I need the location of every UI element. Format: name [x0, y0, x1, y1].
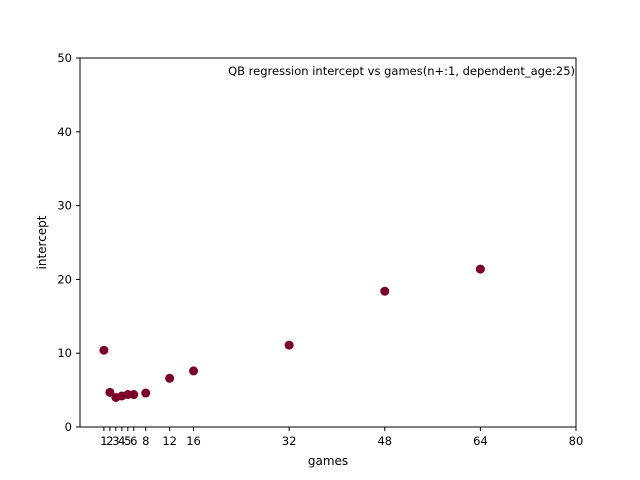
- chart-title: QB regression intercept vs games(n+:1, d…: [228, 64, 575, 78]
- x-tick-label: 32: [282, 434, 297, 448]
- data-point: [475, 264, 485, 274]
- data-point: [141, 388, 151, 398]
- x-tick-label: 5: [124, 434, 131, 448]
- x-axis-label: games: [308, 454, 348, 468]
- y-tick-label: 20: [57, 272, 72, 286]
- x-tick-label: 80: [569, 434, 584, 448]
- data-points: [99, 264, 485, 402]
- data-point: [165, 373, 175, 383]
- plot-area: [79, 57, 577, 428]
- y-axis: 0 10 20 30 40 50: [57, 51, 80, 434]
- y-axis-label: intercept: [35, 215, 49, 269]
- x-tick-label: 6: [130, 434, 137, 448]
- y-tick-label: 30: [57, 199, 72, 213]
- data-point: [189, 366, 199, 376]
- data-point: [380, 286, 390, 296]
- x-tick-label: 2: [106, 434, 113, 448]
- x-tick-label: 8: [142, 434, 149, 448]
- y-tick-label: 50: [57, 51, 72, 65]
- x-tick-label: 3: [112, 434, 119, 448]
- x-tick-label: 16: [186, 434, 201, 448]
- y-tick-label: 10: [57, 346, 72, 360]
- x-tick-label: 48: [377, 434, 392, 448]
- y-tick-label: 0: [65, 420, 72, 434]
- x-tick-label: 4: [118, 434, 125, 448]
- x-tick-label: 64: [473, 434, 488, 448]
- x-tick-label: 12: [162, 434, 177, 448]
- y-tick-label: 40: [57, 125, 72, 139]
- data-point: [284, 340, 294, 350]
- data-point: [129, 390, 139, 400]
- data-point: [99, 345, 109, 355]
- x-tick-label: 1: [100, 434, 107, 448]
- data-point: [105, 387, 115, 397]
